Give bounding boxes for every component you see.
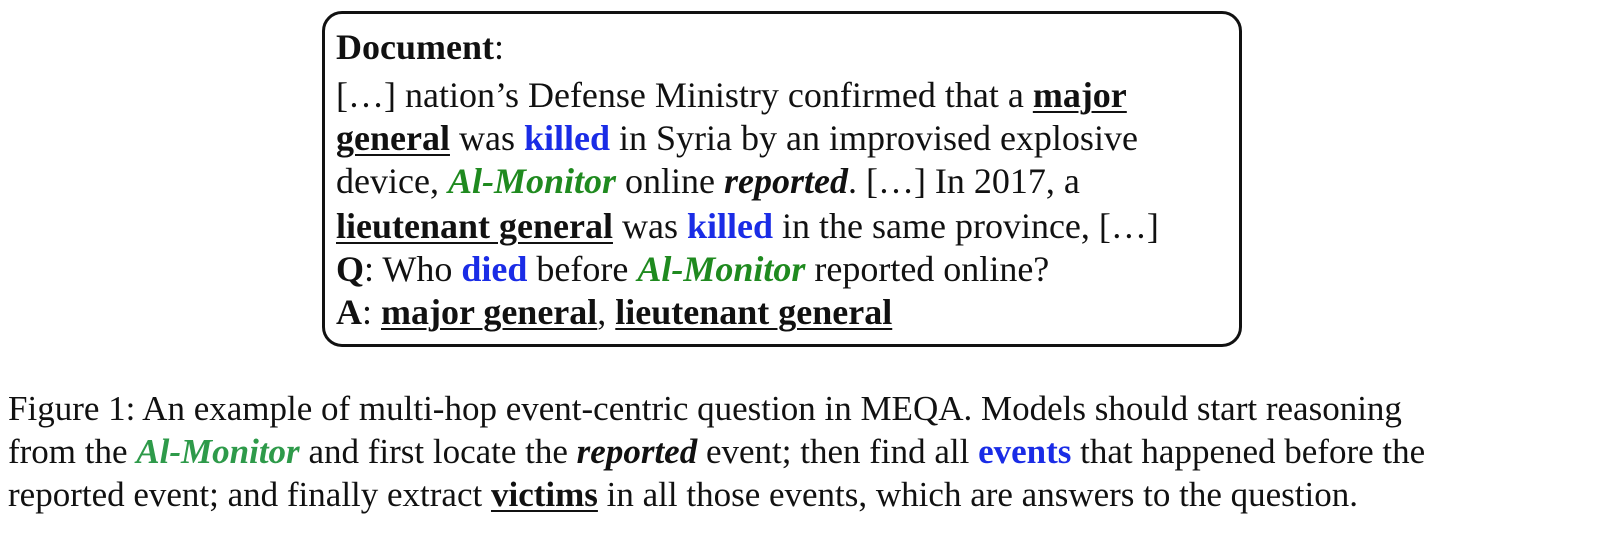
caption-line-1: Figure 1: An example of multi-hop event-… bbox=[8, 389, 1402, 429]
event-reported: reported bbox=[723, 161, 848, 201]
answer-separator: , bbox=[597, 292, 616, 332]
argument-lieutenant-general: lieutenant general bbox=[336, 206, 613, 246]
question-entity-al-monitor: Al-Monitor bbox=[637, 249, 806, 289]
line1-text: […] nation’s Defense Ministry confirmed … bbox=[336, 75, 1033, 115]
line3-text-c: . […] In 2017, a bbox=[847, 161, 1080, 201]
answer-label: A bbox=[336, 292, 362, 332]
caption-text-2c: event; then find all bbox=[697, 432, 979, 471]
caption-text-3b: in all those events, which are answers t… bbox=[597, 475, 1358, 514]
question-colon: : bbox=[364, 249, 383, 289]
question-text-a: Who bbox=[382, 249, 462, 289]
caption-text-2b: and first locate the bbox=[299, 432, 577, 471]
answer-lieutenant-general: lieutenant general bbox=[615, 292, 893, 332]
line3-text-a: device, bbox=[336, 161, 448, 201]
line4-text-b: in the same province, […] bbox=[773, 206, 1159, 246]
trigger-killed-2: killed bbox=[686, 206, 773, 246]
document-label: Document bbox=[336, 27, 494, 67]
trigger-killed-1: killed bbox=[523, 118, 610, 158]
question-text-c: reported online? bbox=[805, 249, 1050, 289]
caption-event-reported: reported bbox=[576, 432, 698, 471]
trigger-died: died bbox=[461, 249, 528, 289]
document-line-3: device, Al-Monitor online reported. […] … bbox=[336, 161, 1080, 201]
argument-general: general bbox=[336, 118, 450, 158]
answer-colon: : bbox=[362, 292, 382, 332]
caption-text-2a: from the bbox=[8, 432, 137, 471]
caption-entity-al-monitor: Al-Monitor bbox=[136, 432, 300, 471]
line3-text-b: online bbox=[615, 161, 724, 201]
caption-text-3a: reported event; and finally extract bbox=[8, 475, 491, 514]
entity-al-monitor: Al-Monitor bbox=[447, 161, 616, 201]
example-box bbox=[322, 11, 1242, 347]
answer-line: A: major general, lieutenant general bbox=[336, 292, 892, 332]
document-line-4: lieutenant general was killed in the sam… bbox=[336, 206, 1159, 246]
answer-major-general: major general bbox=[381, 292, 598, 332]
line2-text-b: in Syria by an improvised explosive bbox=[610, 118, 1138, 158]
caption-events: events bbox=[978, 432, 1072, 471]
document-line-2: general was killed in Syria by an improv… bbox=[336, 118, 1138, 158]
caption-text-1: Figure 1: An example of multi-hop event-… bbox=[8, 389, 1402, 428]
document-heading: Document: bbox=[336, 27, 504, 67]
caption-line-2: from the Al-Monitor and first locate the… bbox=[8, 432, 1425, 472]
argument-major: major bbox=[1032, 75, 1127, 115]
caption-line-3: reported event; and finally extract vict… bbox=[8, 475, 1358, 515]
caption-text-2d: that happened before the bbox=[1071, 432, 1426, 471]
document-line-1: […] nation’s Defense Ministry confirmed … bbox=[336, 75, 1127, 115]
question-line: Q: Who died before Al-Monitor reported o… bbox=[336, 249, 1049, 289]
document-colon: : bbox=[493, 27, 504, 67]
question-label: Q bbox=[336, 249, 365, 289]
line2-text-a: was bbox=[449, 118, 524, 158]
question-text-b: before bbox=[527, 249, 638, 289]
caption-victims: victims bbox=[490, 475, 598, 514]
line4-text-a: was bbox=[612, 206, 687, 246]
